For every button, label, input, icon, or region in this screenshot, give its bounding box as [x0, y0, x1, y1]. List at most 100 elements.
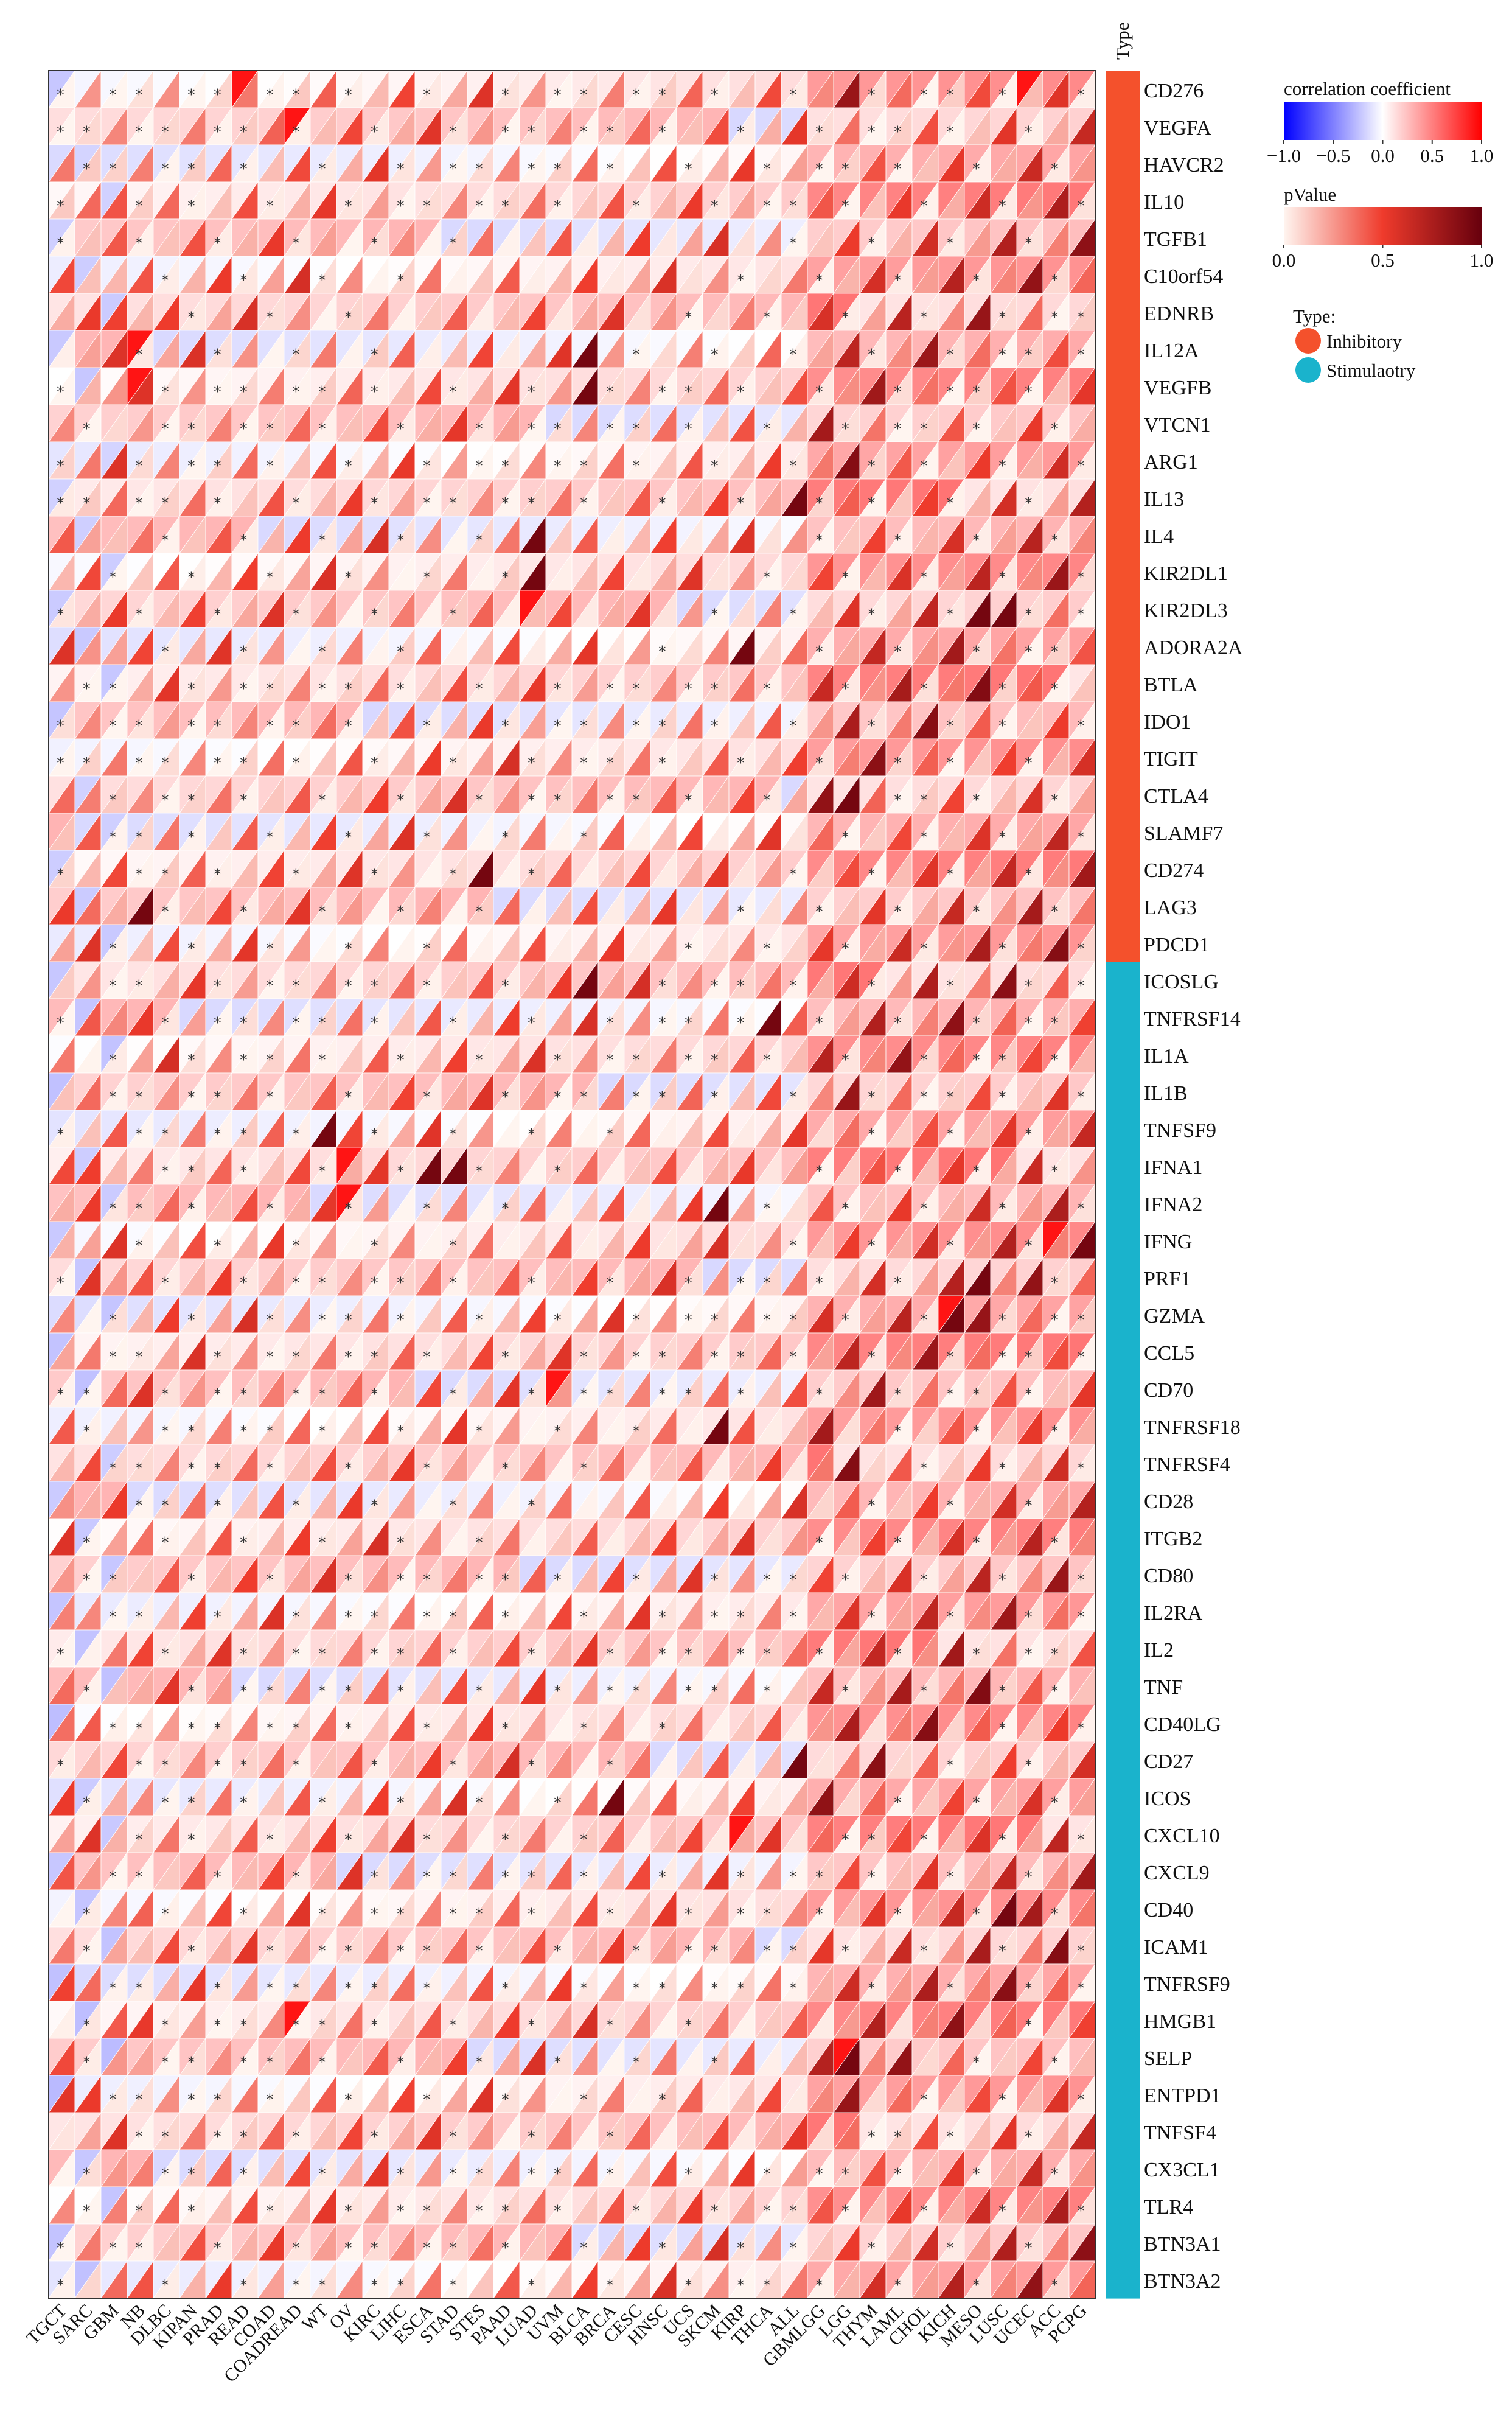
significance-star: * [815, 124, 823, 141]
significance-star: * [83, 1943, 90, 1960]
significance-star: * [501, 718, 509, 735]
significance-star: * [423, 977, 430, 995]
significance-star: * [344, 1683, 352, 1700]
significance-star: * [868, 1089, 875, 1106]
significance-star: * [135, 495, 142, 512]
significance-star: * [789, 1980, 796, 1997]
significance-star: * [998, 1349, 1006, 1366]
significance-star: * [187, 309, 195, 326]
significance-star: * [580, 1349, 587, 1366]
significance-star: * [998, 829, 1006, 846]
significance-star: * [83, 1534, 90, 1551]
significance-star: * [1077, 569, 1084, 586]
significance-star: * [763, 1683, 770, 1700]
significance-star: * [397, 272, 404, 289]
significance-star: * [475, 1906, 483, 1923]
significance-star: * [240, 792, 247, 809]
significance-star: * [161, 1534, 169, 1551]
significance-star: * [1077, 1089, 1084, 1106]
significance-star: * [161, 903, 169, 920]
significance-star: * [187, 1943, 195, 1960]
significance-star: * [711, 718, 718, 735]
significance-star: * [344, 1460, 352, 1477]
significance-star: * [214, 1089, 221, 1106]
significance-star: * [371, 755, 378, 772]
significance-star: * [1051, 680, 1058, 697]
significance-star: * [658, 1646, 666, 1663]
significance-star: * [475, 1423, 483, 1440]
significance-star: * [57, 124, 64, 141]
significance-star: * [894, 161, 901, 178]
significance-star: * [658, 1386, 666, 1403]
significance-star: * [240, 755, 247, 772]
significance-star: * [475, 532, 483, 549]
significance-star: * [449, 495, 456, 512]
significance-star: * [658, 383, 666, 400]
significance-star: * [632, 680, 639, 697]
significance-star: * [946, 718, 953, 735]
significance-star: * [1051, 1646, 1058, 1663]
significance-star: * [266, 1571, 273, 1589]
significance-star: * [109, 680, 116, 697]
significance-star: * [397, 421, 404, 438]
significance-star: * [894, 272, 901, 289]
significance-star: * [920, 569, 927, 586]
significance-star: * [240, 1052, 247, 1069]
significance-star: * [946, 1349, 953, 1366]
significance-star: * [344, 1312, 352, 1329]
significance-star: * [737, 1386, 744, 1403]
significance-star: * [83, 495, 90, 512]
significance-star: * [972, 903, 980, 920]
significance-star: * [161, 755, 169, 772]
significance-star: * [318, 1052, 326, 1069]
significance-star: * [240, 1163, 247, 1180]
significance-star: * [685, 1906, 692, 1923]
significance-star: * [606, 383, 613, 400]
significance-star: * [998, 1200, 1006, 1217]
significance-star: * [187, 1089, 195, 1106]
significance-star: * [266, 1720, 273, 1737]
significance-star: * [135, 198, 142, 215]
significance-star: * [292, 124, 299, 141]
significance-star: * [214, 495, 221, 512]
significance-star: * [187, 161, 195, 178]
significance-star: * [868, 1868, 875, 1886]
significance-star: * [868, 346, 875, 363]
significance-star: * [528, 1274, 535, 1292]
significance-star: * [83, 1423, 90, 1440]
significance-star: * [632, 718, 639, 735]
significance-star: * [685, 421, 692, 438]
significance-star: * [580, 1460, 587, 1477]
significance-star: * [1077, 829, 1084, 846]
significance-star: * [161, 866, 169, 883]
significance-star: * [109, 1868, 116, 1886]
significance-star: * [371, 346, 378, 363]
significance-star: * [1051, 421, 1058, 438]
significance-star: * [240, 1534, 247, 1551]
significance-star: * [501, 1349, 509, 1366]
significance-star: * [1025, 495, 1032, 512]
significance-star: * [528, 1497, 535, 1514]
significance-star: * [292, 1274, 299, 1292]
significance-star: * [685, 1683, 692, 1700]
significance-star: * [528, 1126, 535, 1143]
significance-star: * [737, 1906, 744, 1923]
significance-star: * [815, 1646, 823, 1663]
significance-star: * [318, 161, 326, 178]
significance-star: * [763, 1906, 770, 1923]
significance-star: * [187, 1200, 195, 1217]
significance-star: * [789, 606, 796, 623]
significance-star: * [318, 532, 326, 549]
significance-star: * [789, 1571, 796, 1589]
significance-star: * [685, 1015, 692, 1032]
significance-star: * [685, 309, 692, 326]
significance-star: * [214, 866, 221, 883]
significance-star: * [501, 977, 509, 995]
significance-star: * [423, 1349, 430, 1366]
significance-star: * [161, 1015, 169, 1032]
significance-star: * [998, 309, 1006, 326]
significance-star: * [1025, 1386, 1032, 1403]
significance-star: * [894, 421, 901, 438]
significance-star: * [920, 86, 927, 103]
significance-star: * [135, 1868, 142, 1886]
